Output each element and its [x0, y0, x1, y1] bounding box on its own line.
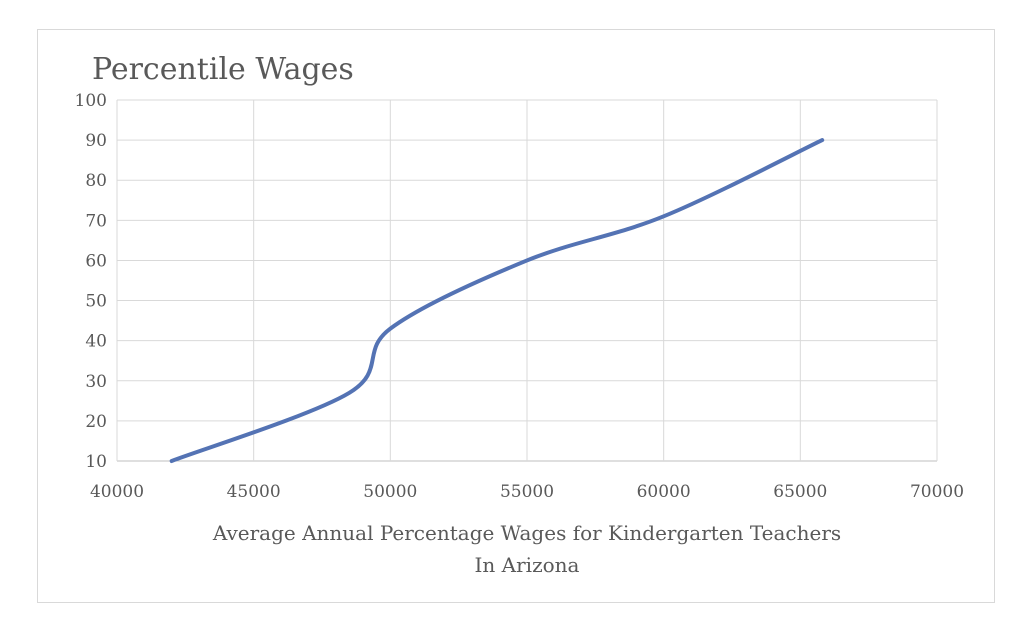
x-axis-label-line-1: Average Annual Percentage Wages for Kind…: [212, 521, 841, 545]
chart-frame: [37, 29, 995, 603]
x-tick-labels: 40000 45000 50000 55000 60000 65000 70000: [90, 482, 964, 502]
y-tick-label: 70: [85, 211, 107, 231]
y-tick-label: 90: [85, 131, 107, 151]
x-tick-label: 70000: [910, 482, 964, 502]
grid-lines: [116, 99, 938, 462]
y-tick-label: 60: [85, 251, 107, 271]
y-tick-label: 10: [85, 452, 107, 472]
x-tick-label: 45000: [227, 482, 281, 502]
x-tick-label: 50000: [363, 482, 417, 502]
chart-title: Percentile Wages: [92, 52, 354, 87]
x-tick-label: 55000: [500, 482, 554, 502]
y-tick-label: 20: [85, 412, 107, 432]
y-tick-label: 30: [85, 372, 107, 392]
x-tick-label: 60000: [637, 482, 691, 502]
y-tick-label: 100: [75, 91, 107, 111]
series-group: [169, 138, 825, 463]
x-axis-label-line-2: In Arizona: [475, 553, 580, 577]
y-tick-label: 50: [85, 292, 107, 312]
y-tick-label: 40: [85, 332, 107, 352]
series-line: [169, 138, 825, 463]
y-tick-label: 80: [85, 171, 107, 191]
x-tick-label: 40000: [90, 482, 144, 502]
x-tick-label: 65000: [773, 482, 827, 502]
y-tick-labels: 10 20 30 40 50 60 70 80 90 100: [75, 91, 107, 472]
